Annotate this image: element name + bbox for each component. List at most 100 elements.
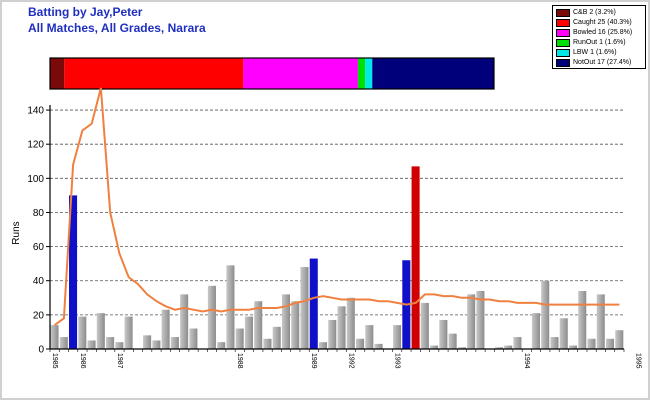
runs-bar <box>263 338 272 349</box>
legend: C&B 2 (3.2%) Caught 25 (40.3%) Bowled 16 (… <box>552 5 646 69</box>
legend-item: Caught 25 (40.3%) <box>556 18 632 27</box>
runs-bar <box>87 340 96 349</box>
legend-swatch <box>556 38 570 47</box>
runs-bar <box>272 326 281 349</box>
runs-bar <box>309 258 318 349</box>
y-tick-label: 0 <box>38 345 44 356</box>
year-label: 1992 <box>347 353 354 369</box>
runs-bar <box>59 337 68 349</box>
year-label: 1993 <box>394 353 401 369</box>
runs-bar <box>124 316 133 349</box>
runs-bar <box>337 306 346 349</box>
runs-bar <box>106 337 115 349</box>
runs-bar <box>244 316 253 349</box>
dismissal-segment <box>357 58 366 89</box>
dismissal-segment <box>372 58 494 89</box>
runs-bar <box>393 325 402 349</box>
legend-label: Caught 25 (40.3%) <box>573 19 632 26</box>
legend-item: NotOut 17 (27.4%) <box>556 58 631 67</box>
runs-bar <box>467 294 476 349</box>
legend-label: NotOut 17 (27.4%) <box>573 59 632 66</box>
runs-bar <box>281 294 291 349</box>
runs-bar <box>235 328 244 349</box>
runs-bar <box>96 313 105 349</box>
legend-swatch <box>556 58 570 67</box>
runs-bar <box>420 302 429 349</box>
runs-bar <box>226 265 235 349</box>
dismissal-segment <box>365 58 373 89</box>
legend-label: Bowled 16 (25.8%) <box>573 29 633 36</box>
year-label: 1995 <box>634 353 641 369</box>
runs-bar <box>180 294 189 349</box>
runs-bar <box>615 330 624 349</box>
runs-bar <box>439 319 448 349</box>
runs-bar <box>568 345 578 349</box>
runs-bar <box>78 316 87 349</box>
legend-item: LBW 1 (1.6%) <box>556 48 617 57</box>
legend-item: C&B 2 (3.2%) <box>556 8 616 17</box>
y-tick-label: 140 <box>27 106 44 117</box>
year-label: 1987 <box>116 353 123 369</box>
runs-bar <box>328 319 337 349</box>
runs-bar <box>69 195 78 349</box>
runs-bar <box>587 338 596 349</box>
runs-bar <box>254 301 263 349</box>
y-tick-label: 20 <box>33 310 45 321</box>
runs-bar <box>476 290 485 349</box>
runs-bar <box>504 345 513 349</box>
runs-bar <box>207 285 216 349</box>
runs-bar <box>596 294 605 349</box>
runs-bar <box>161 309 170 349</box>
runs-bar <box>50 325 59 349</box>
runs-bar <box>115 342 124 349</box>
chart-title-line2: All Matches, All Grades, Narara <box>28 21 206 35</box>
y-tick-label: 80 <box>33 208 45 219</box>
runs-bar <box>411 166 420 349</box>
runs-bar <box>448 333 457 349</box>
legend-swatch <box>556 48 570 57</box>
legend-swatch <box>556 18 570 27</box>
runs-bar <box>318 342 328 349</box>
runs-bar <box>559 318 568 349</box>
runs-bar <box>365 325 374 349</box>
year-label: 1985 <box>51 353 58 369</box>
runs-bar <box>170 337 179 349</box>
runs-bar <box>356 338 365 349</box>
y-axis-title: Runs <box>11 221 22 244</box>
runs-bar <box>541 280 550 349</box>
y-tick-label: 120 <box>27 140 44 151</box>
runs-bar <box>300 267 309 349</box>
legend-item: Bowled 16 (25.8%) <box>556 28 632 37</box>
runs-bar <box>457 347 466 349</box>
legend-label: C&B 2 (3.2%) <box>573 9 616 16</box>
runs-bar <box>494 347 503 349</box>
runs-bar <box>374 343 383 349</box>
runs-bar <box>605 338 615 349</box>
dismissal-segment <box>64 58 244 89</box>
dismissal-segment <box>50 58 65 89</box>
legend-swatch <box>556 8 570 17</box>
dismissal-segment <box>243 58 358 89</box>
legend-swatch <box>556 28 570 37</box>
year-label: 1989 <box>310 353 317 369</box>
runs-bar <box>346 297 355 349</box>
year-label: 1986 <box>79 353 86 369</box>
runs-bar <box>291 301 300 349</box>
legend-label: RunOut 1 (1.6%) <box>573 39 626 46</box>
runs-bar <box>550 337 559 349</box>
legend-label: LBW 1 (1.6%) <box>573 49 617 56</box>
legend-item: RunOut 1 (1.6%) <box>556 38 626 47</box>
runs-bar <box>531 313 540 349</box>
dismissal-bar-border <box>49 57 495 90</box>
y-tick-label: 40 <box>33 276 45 287</box>
runs-bar <box>430 345 439 349</box>
chart-title-line1: Batting by Jay,Peter <box>28 5 143 19</box>
runs-bar <box>143 335 152 349</box>
y-tick-label: 60 <box>33 242 45 253</box>
y-tick-label: 100 <box>27 174 44 185</box>
year-label: 1994 <box>523 353 530 369</box>
year-label: 1988 <box>236 353 243 369</box>
